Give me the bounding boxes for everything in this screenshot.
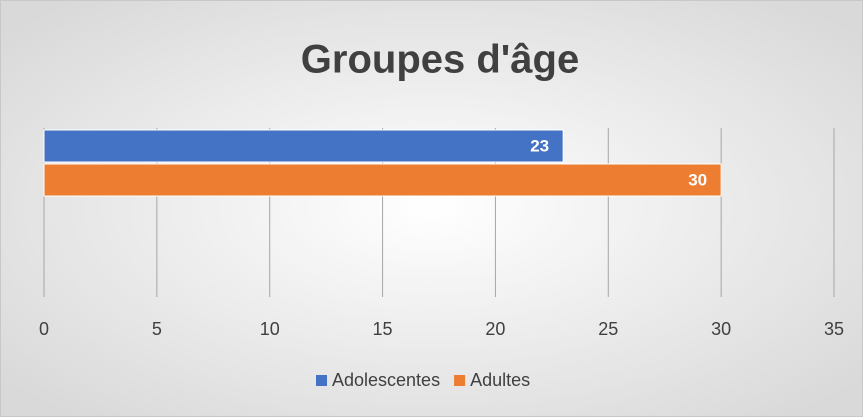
- bar: [43, 163, 722, 197]
- x-tick-label: 15: [373, 319, 393, 339]
- x-tick-label: 25: [598, 319, 618, 339]
- x-tick-label: 35: [824, 319, 844, 339]
- x-tick-label: 0: [39, 319, 49, 339]
- x-tick-label: 5: [152, 319, 162, 339]
- legend-swatch: [316, 375, 327, 386]
- legend-label: Adultes: [470, 370, 530, 390]
- x-tick-label: 20: [485, 319, 505, 339]
- legend-label: Adolescentes: [332, 370, 440, 390]
- data-label: 30: [688, 170, 707, 189]
- legend-swatch: [454, 375, 466, 386]
- bar: [43, 129, 564, 163]
- x-tick-label: 30: [711, 319, 731, 339]
- x-tick-label: 10: [260, 319, 280, 339]
- chart-title: Groupes d'âge: [301, 38, 579, 82]
- data-label: 23: [530, 136, 549, 155]
